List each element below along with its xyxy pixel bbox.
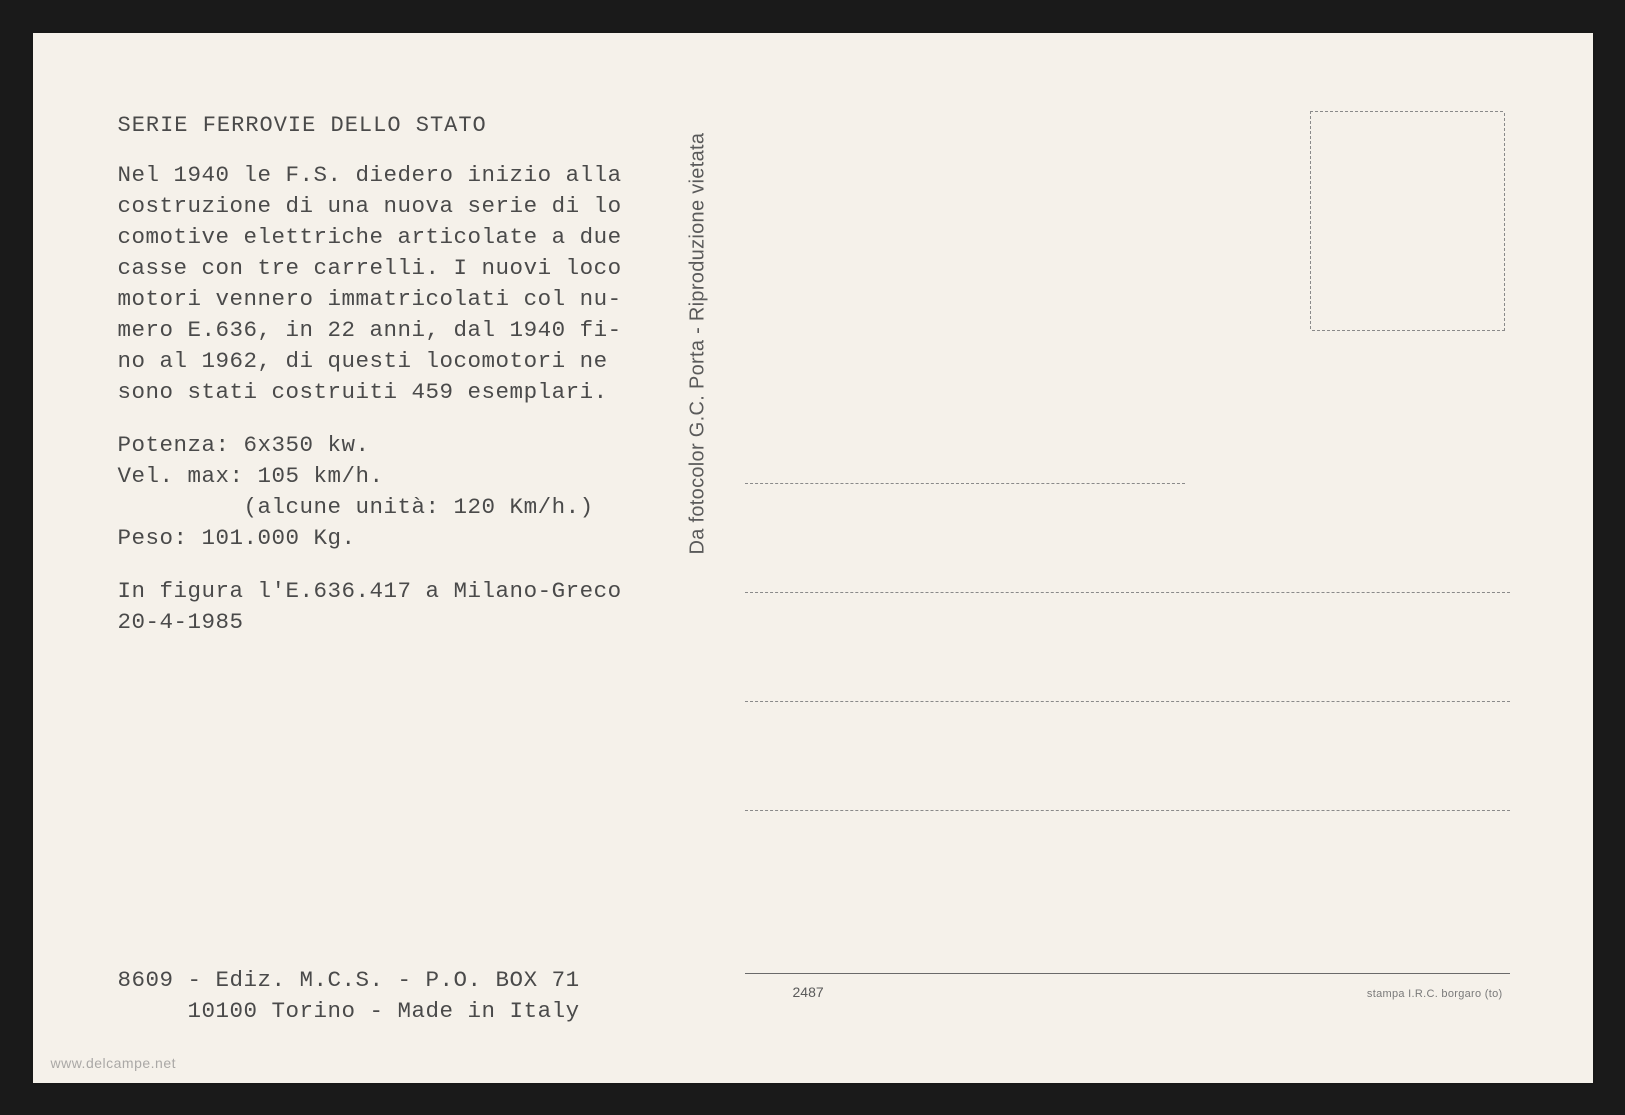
spec-power: Potenza: 6x350 kw. xyxy=(118,430,658,461)
caption-date: 20-4-1985 xyxy=(118,607,658,638)
address-line-2 xyxy=(745,592,1510,593)
publisher-info: 8609 - Ediz. M.C.S. - P.O. BOX 71 10100 … xyxy=(118,965,580,1027)
delcampe-watermark: www.delcampe.net xyxy=(51,1055,177,1071)
publisher-line1: 8609 - Ediz. M.C.S. - P.O. BOX 71 xyxy=(118,965,580,996)
series-title: SERIE FERROVIE DELLO STATO xyxy=(118,113,658,138)
spec-speed: Vel. max: 105 km/h. xyxy=(118,461,658,492)
address-line-3 xyxy=(745,701,1510,702)
publisher-line2: 10100 Torino - Made in Italy xyxy=(118,996,580,1027)
printer-credit: stampa I.R.C. borgaro (to) xyxy=(1367,988,1503,1000)
address-panel: 2487 stampa I.R.C. borgaro (to) xyxy=(733,108,1533,1028)
address-line-1 xyxy=(745,483,1185,484)
spec-weight: Peso: 101.000 Kg. xyxy=(118,523,658,554)
spec-speed-alt: (alcune unità: 120 Km/h.) xyxy=(118,492,658,523)
specifications: Potenza: 6x350 kw. Vel. max: 105 km/h. (… xyxy=(118,430,658,554)
bottom-rule xyxy=(745,973,1510,974)
address-line-4 xyxy=(745,810,1510,811)
locomotive-description: Nel 1940 le F.S. diedero inizio alla cos… xyxy=(118,160,658,408)
address-lines-container xyxy=(745,483,1510,919)
serial-number: 2487 xyxy=(793,984,824,1000)
info-panel: SERIE FERROVIE DELLO STATO Nel 1940 le F… xyxy=(118,113,658,639)
caption-location: In figura l'E.636.417 a Milano-Greco xyxy=(118,576,658,607)
photo-caption: In figura l'E.636.417 a Milano-Greco 20-… xyxy=(118,576,658,638)
photo-credit: Da fotocolor G.C. Porta - Riproduzione v… xyxy=(686,132,709,554)
stamp-placeholder xyxy=(1312,113,1505,331)
postcard-back: SERIE FERROVIE DELLO STATO Nel 1940 le F… xyxy=(33,33,1593,1083)
